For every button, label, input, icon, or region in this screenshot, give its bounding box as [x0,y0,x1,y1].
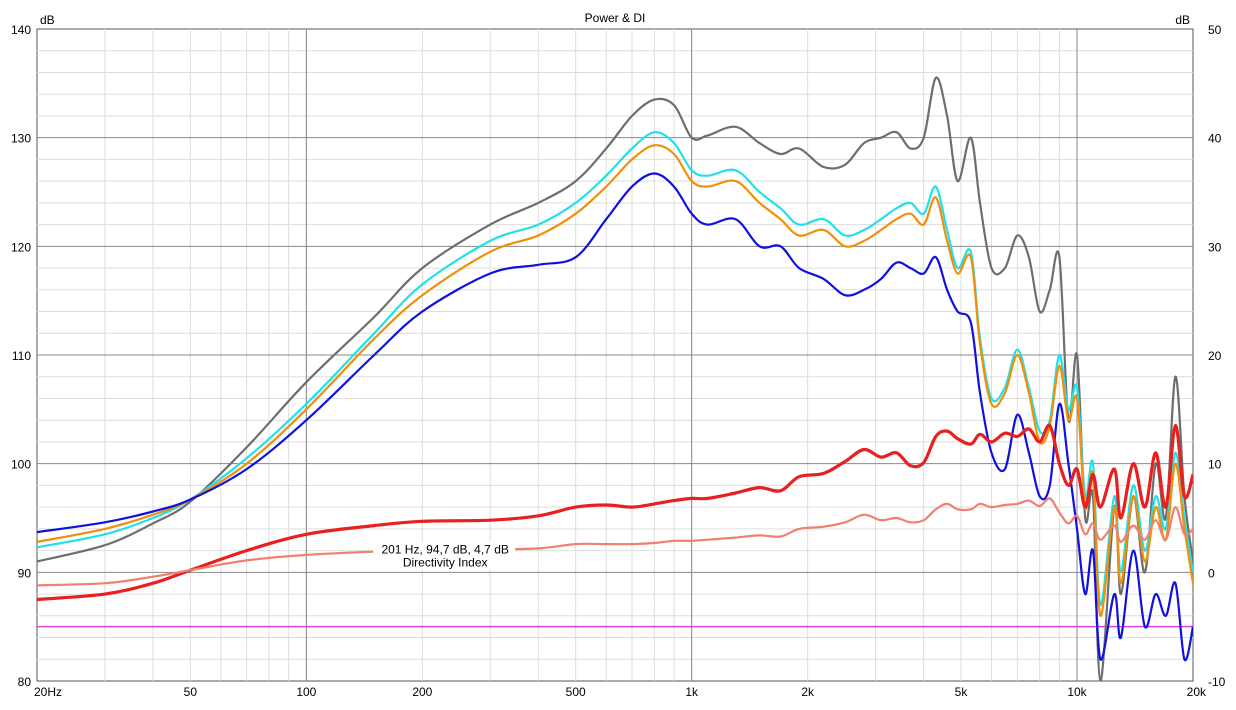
x-tick-label: 50 [184,685,198,699]
right-axis-unit: dB [1175,13,1190,27]
left-axis-unit: dB [40,13,55,27]
right-tick-label: 0 [1208,566,1215,580]
annotation-line-1: 201 Hz, 94,7 dB, 4,7 dB [381,543,508,557]
series-line-6 [37,497,1193,587]
right-tick-label: 10 [1208,458,1222,472]
x-tick-label: 100 [296,685,316,699]
series-line-3 [37,144,1193,617]
left-tick-label: 80 [18,675,32,689]
annotation: 201 Hz, 94,7 dB, 4,7 dB Directivity Inde… [373,541,516,570]
x-axis-ticks: 20Hz 50 100 200 500 1k 2k 5k 10k 20k [34,685,1207,699]
right-tick-label: 50 [1208,23,1222,37]
series-line-5 [37,423,1193,602]
series-line-4 [37,172,1193,662]
right-tick-label: 30 [1208,240,1222,254]
left-tick-label: 90 [18,566,32,580]
x-tick-label: 2k [801,685,815,699]
right-tick-label: -10 [1208,675,1226,689]
right-axis-ticks: -10 0 10 20 30 40 50 [1208,23,1226,689]
x-tick-label: 20Hz [34,685,62,699]
left-axis-ticks: 80 90 100 110 120 130 140 [11,23,31,689]
x-tick-label: 500 [566,685,586,699]
left-tick-label: 140 [11,23,31,37]
left-tick-label: 100 [11,458,31,472]
right-tick-label: 40 [1208,132,1222,146]
left-tick-label: 110 [12,349,31,363]
x-tick-label: 1k [685,685,699,699]
x-tick-label: 200 [412,685,432,699]
left-tick-label: 130 [11,132,31,146]
chart-title: Power & DI [585,11,646,25]
annotation-line-2: Directivity Index [403,556,488,570]
right-tick-label: 20 [1208,349,1222,363]
series-group [37,76,1193,681]
x-tick-label: 5k [955,685,969,699]
annotation-background [373,541,516,570]
left-tick-label: 120 [11,240,31,254]
x-tick-label: 20k [1187,685,1207,699]
x-tick-label: 10k [1067,685,1087,699]
